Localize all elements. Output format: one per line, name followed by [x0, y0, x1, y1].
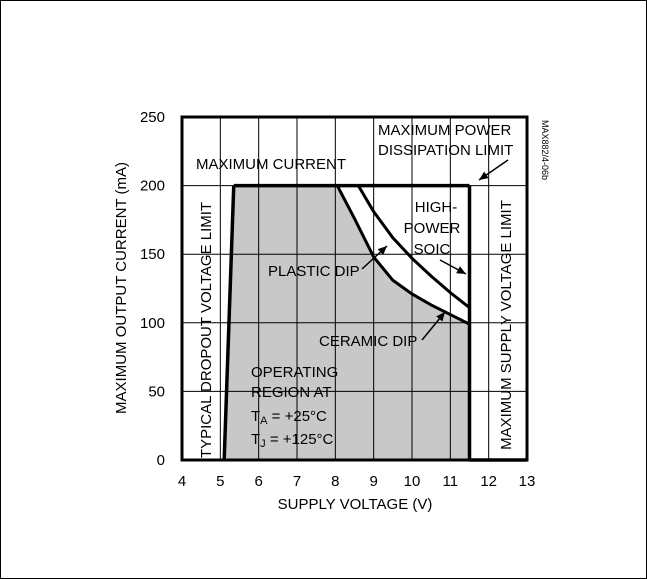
plastic-dip-arrow-head: [377, 246, 387, 256]
ceramic-dip-arrow-head: [436, 312, 445, 322]
plot-frame: [180, 115, 529, 462]
tj-subscript: J: [260, 438, 266, 450]
ceramic-dip-label: CERAMIC DIP: [319, 333, 417, 350]
ta-subscript: A: [260, 415, 268, 427]
x-tick-label: 11: [443, 473, 459, 490]
operating-region-line1: OPERATING: [251, 364, 338, 381]
x-tick-label: 10: [404, 473, 421, 490]
soic-label-line3: SOIC: [414, 241, 451, 258]
x-tick-label: 7: [293, 473, 301, 490]
max-power-label-line2: DISSIPATION LIMIT: [378, 142, 513, 159]
operating-region-tj: TJ = +125°C: [251, 431, 334, 450]
plastic-dip-label: PLASTIC DIP: [268, 263, 360, 280]
supply-limit-label: MAXIMUM SUPPLY VOLTAGE LIMIT: [498, 200, 515, 450]
arrow-layer: [361, 159, 509, 341]
y-tick-label: 250: [140, 109, 165, 126]
max-power-arrow-head: [479, 171, 489, 180]
soic-label-line2: POWER: [404, 220, 461, 237]
x-tick-label: 6: [254, 473, 262, 490]
x-axis-label: SUPPLY VOLTAGE (V): [278, 496, 433, 513]
soic-label-line1: HIGH-: [415, 199, 458, 216]
x-tick-label: 5: [216, 473, 224, 490]
tj-value: = +125°C: [266, 431, 334, 448]
y-tick-labels: 0 50 100 150 200 250: [140, 109, 165, 469]
plastic-dip-curve: [335, 184, 471, 326]
y-tick-label: 50: [148, 383, 165, 400]
ta-value: = +25°C: [268, 408, 328, 425]
operating-region-line2: REGION AT: [251, 384, 332, 401]
x-tick-label: 9: [369, 473, 377, 490]
tj-symbol: T: [251, 431, 260, 448]
y-axis-label: MAXIMUM OUTPUT CURRENT (mA): [113, 162, 130, 414]
x-tick-labels: 4 5 6 7 8 9 10 11 12 13: [178, 473, 536, 490]
y-tick-label: 0: [157, 452, 165, 469]
soic-arrow-head: [456, 266, 466, 274]
y-tick-label: 200: [140, 178, 165, 195]
high-power-soic-curve: [357, 184, 471, 309]
x-tick-label: 12: [480, 473, 497, 490]
y-tick-label: 100: [140, 315, 165, 332]
y-tick-label: 150: [140, 246, 165, 263]
x-tick-label: 13: [519, 473, 536, 490]
dropout-boundary-line: [222, 185, 236, 461]
operating-region-ta: TA = +25°C: [251, 408, 327, 427]
max-power-label-line1: MAXIMUM POWER: [378, 122, 511, 139]
ta-symbol: T: [251, 408, 260, 425]
figure-id: MAX882/4-06b: [540, 120, 550, 180]
x-tick-label: 4: [178, 473, 186, 490]
max-current-label: MAXIMUM CURRENT: [196, 156, 346, 173]
x-tick-label: 8: [331, 473, 339, 490]
dropout-limit-label: TYPICAL DROPOUT VOLTAGE LIMIT: [198, 202, 215, 458]
